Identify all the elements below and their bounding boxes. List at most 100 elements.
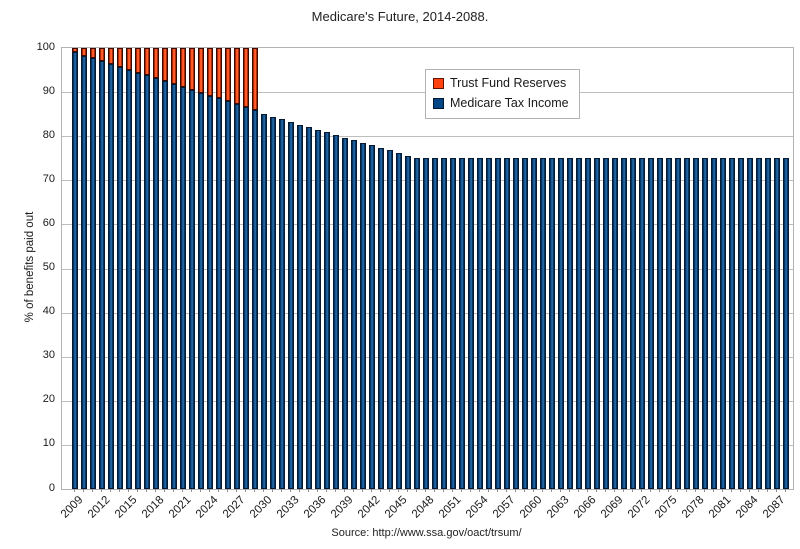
bar-trust-fund-2025 (215, 48, 222, 99)
gridline-80 (62, 136, 793, 138)
bar-trust-fund-2016 (134, 48, 141, 73)
bar-tax-income-2012 (98, 61, 105, 489)
x-tick-mark-2011 (91, 489, 93, 492)
bar-tax-income-2020 (170, 84, 177, 489)
bar-tax-income-2030 (260, 114, 267, 489)
bar-tax-income-2082 (728, 158, 735, 489)
x-tick-mark-2041 (361, 489, 363, 492)
bar-trust-fund-2017 (143, 48, 150, 76)
bar-tax-income-2024 (206, 95, 213, 489)
x-tick-mark-2029 (253, 489, 255, 492)
x-tick-mark-2013 (109, 489, 111, 492)
bar-trust-fund-2020 (170, 48, 177, 85)
bar-tax-income-2022 (188, 89, 195, 489)
bar-tax-income-2034 (296, 124, 303, 489)
bar-trust-fund-2022 (188, 48, 195, 90)
x-tick-mark-2039 (343, 489, 345, 492)
bar-tax-income-2013 (107, 63, 114, 489)
bar-trust-fund-2009 (71, 48, 78, 53)
x-tick-mark-2076 (676, 489, 678, 492)
x-tick-label-2030: 2030 (247, 494, 274, 521)
bar-tax-income-2065 (575, 158, 582, 489)
bar-tax-income-2043 (377, 147, 384, 489)
x-tick-mark-2080 (712, 489, 714, 492)
bar-tax-income-2054 (476, 158, 483, 489)
bar-tax-income-2042 (368, 145, 375, 489)
bar-trust-fund-2026 (224, 48, 231, 102)
legend-item-trust-fund-reserves: Trust Fund Reserves (433, 73, 569, 93)
x-tick-mark-2031 (271, 489, 273, 492)
x-tick-label-2042: 2042 (355, 494, 382, 521)
x-tick-mark-2032 (280, 489, 282, 492)
x-tick-label-2048: 2048 (409, 494, 436, 521)
bar-trust-fund-2010 (80, 48, 87, 56)
x-tick-mark-2026 (226, 489, 228, 492)
bar-trust-fund-2014 (116, 48, 123, 67)
x-tick-mark-2034 (298, 489, 300, 492)
bar-tax-income-2015 (125, 69, 132, 489)
x-tick-mark-2082 (730, 489, 732, 492)
y-tick-label-0: 0 (48, 481, 55, 494)
x-tick-mark-2042 (370, 489, 372, 492)
x-tick-mark-2051 (451, 489, 453, 492)
x-tick-mark-2021 (181, 489, 183, 492)
x-tick-mark-2066 (586, 489, 588, 492)
x-tick-label-2057: 2057 (490, 494, 517, 521)
bar-tax-income-2073 (647, 158, 654, 489)
x-tick-mark-2081 (721, 489, 723, 492)
x-tick-mark-2072 (640, 489, 642, 492)
x-tick-mark-2074 (658, 489, 660, 492)
bar-tax-income-2032 (278, 119, 285, 489)
bar-tax-income-2036 (314, 129, 321, 489)
bar-trust-fund-2027 (233, 48, 240, 105)
bar-trust-fund-2018 (152, 48, 159, 79)
bar-tax-income-2051 (449, 158, 456, 489)
y-tick-label-10: 10 (42, 437, 55, 450)
x-tick-label-2021: 2021 (166, 494, 193, 521)
x-tick-mark-2070 (622, 489, 624, 492)
bar-tax-income-2084 (746, 158, 753, 489)
x-tick-mark-2064 (568, 489, 570, 492)
x-tick-mark-2037 (325, 489, 327, 492)
x-tick-mark-2027 (235, 489, 237, 492)
x-tick-mark-2023 (199, 489, 201, 492)
x-tick-mark-2016 (136, 489, 138, 492)
x-tick-mark-2024 (208, 489, 210, 492)
x-tick-mark-2047 (415, 489, 417, 492)
bar-tax-income-2072 (638, 158, 645, 489)
bar-tax-income-2031 (269, 116, 276, 489)
x-tick-mark-2063 (559, 489, 561, 492)
bar-tax-income-2033 (287, 122, 294, 489)
x-tick-mark-2056 (496, 489, 498, 492)
legend-label: Trust Fund Reserves (450, 76, 567, 90)
bar-trust-fund-2013 (107, 48, 114, 64)
x-tick-label-2033: 2033 (274, 494, 301, 521)
bar-tax-income-2017 (143, 75, 150, 489)
x-tick-mark-2069 (613, 489, 615, 492)
x-tick-label-2075: 2075 (652, 494, 679, 521)
x-tick-mark-2044 (388, 489, 390, 492)
y-tick-label-80: 80 (42, 128, 55, 141)
bar-tax-income-2029 (251, 109, 258, 489)
x-tick-mark-2057 (505, 489, 507, 492)
chart-title: Medicare's Future, 2014-2088. (311, 9, 489, 24)
legend-item-medicare-tax-income: Medicare Tax Income (433, 93, 569, 113)
y-tick-label-90: 90 (42, 84, 55, 97)
x-tick-mark-2020 (172, 489, 174, 492)
legend: Trust Fund Reserves Medicare Tax Income (425, 69, 580, 119)
legend-label: Medicare Tax Income (450, 96, 569, 110)
bar-tax-income-2038 (332, 134, 339, 489)
x-tick-mark-2065 (577, 489, 579, 492)
bar-trust-fund-2021 (179, 48, 186, 87)
bar-tax-income-2060 (530, 158, 537, 489)
bar-tax-income-2056 (494, 158, 501, 489)
x-tick-mark-2046 (406, 489, 408, 492)
y-tick-label-60: 60 (42, 216, 55, 229)
bar-tax-income-2052 (458, 158, 465, 489)
x-tick-mark-2058 (514, 489, 516, 492)
x-tick-mark-2018 (154, 489, 156, 492)
bar-tax-income-2037 (323, 132, 330, 489)
bar-tax-income-2055 (485, 158, 492, 489)
y-tick-label-50: 50 (42, 261, 55, 273)
